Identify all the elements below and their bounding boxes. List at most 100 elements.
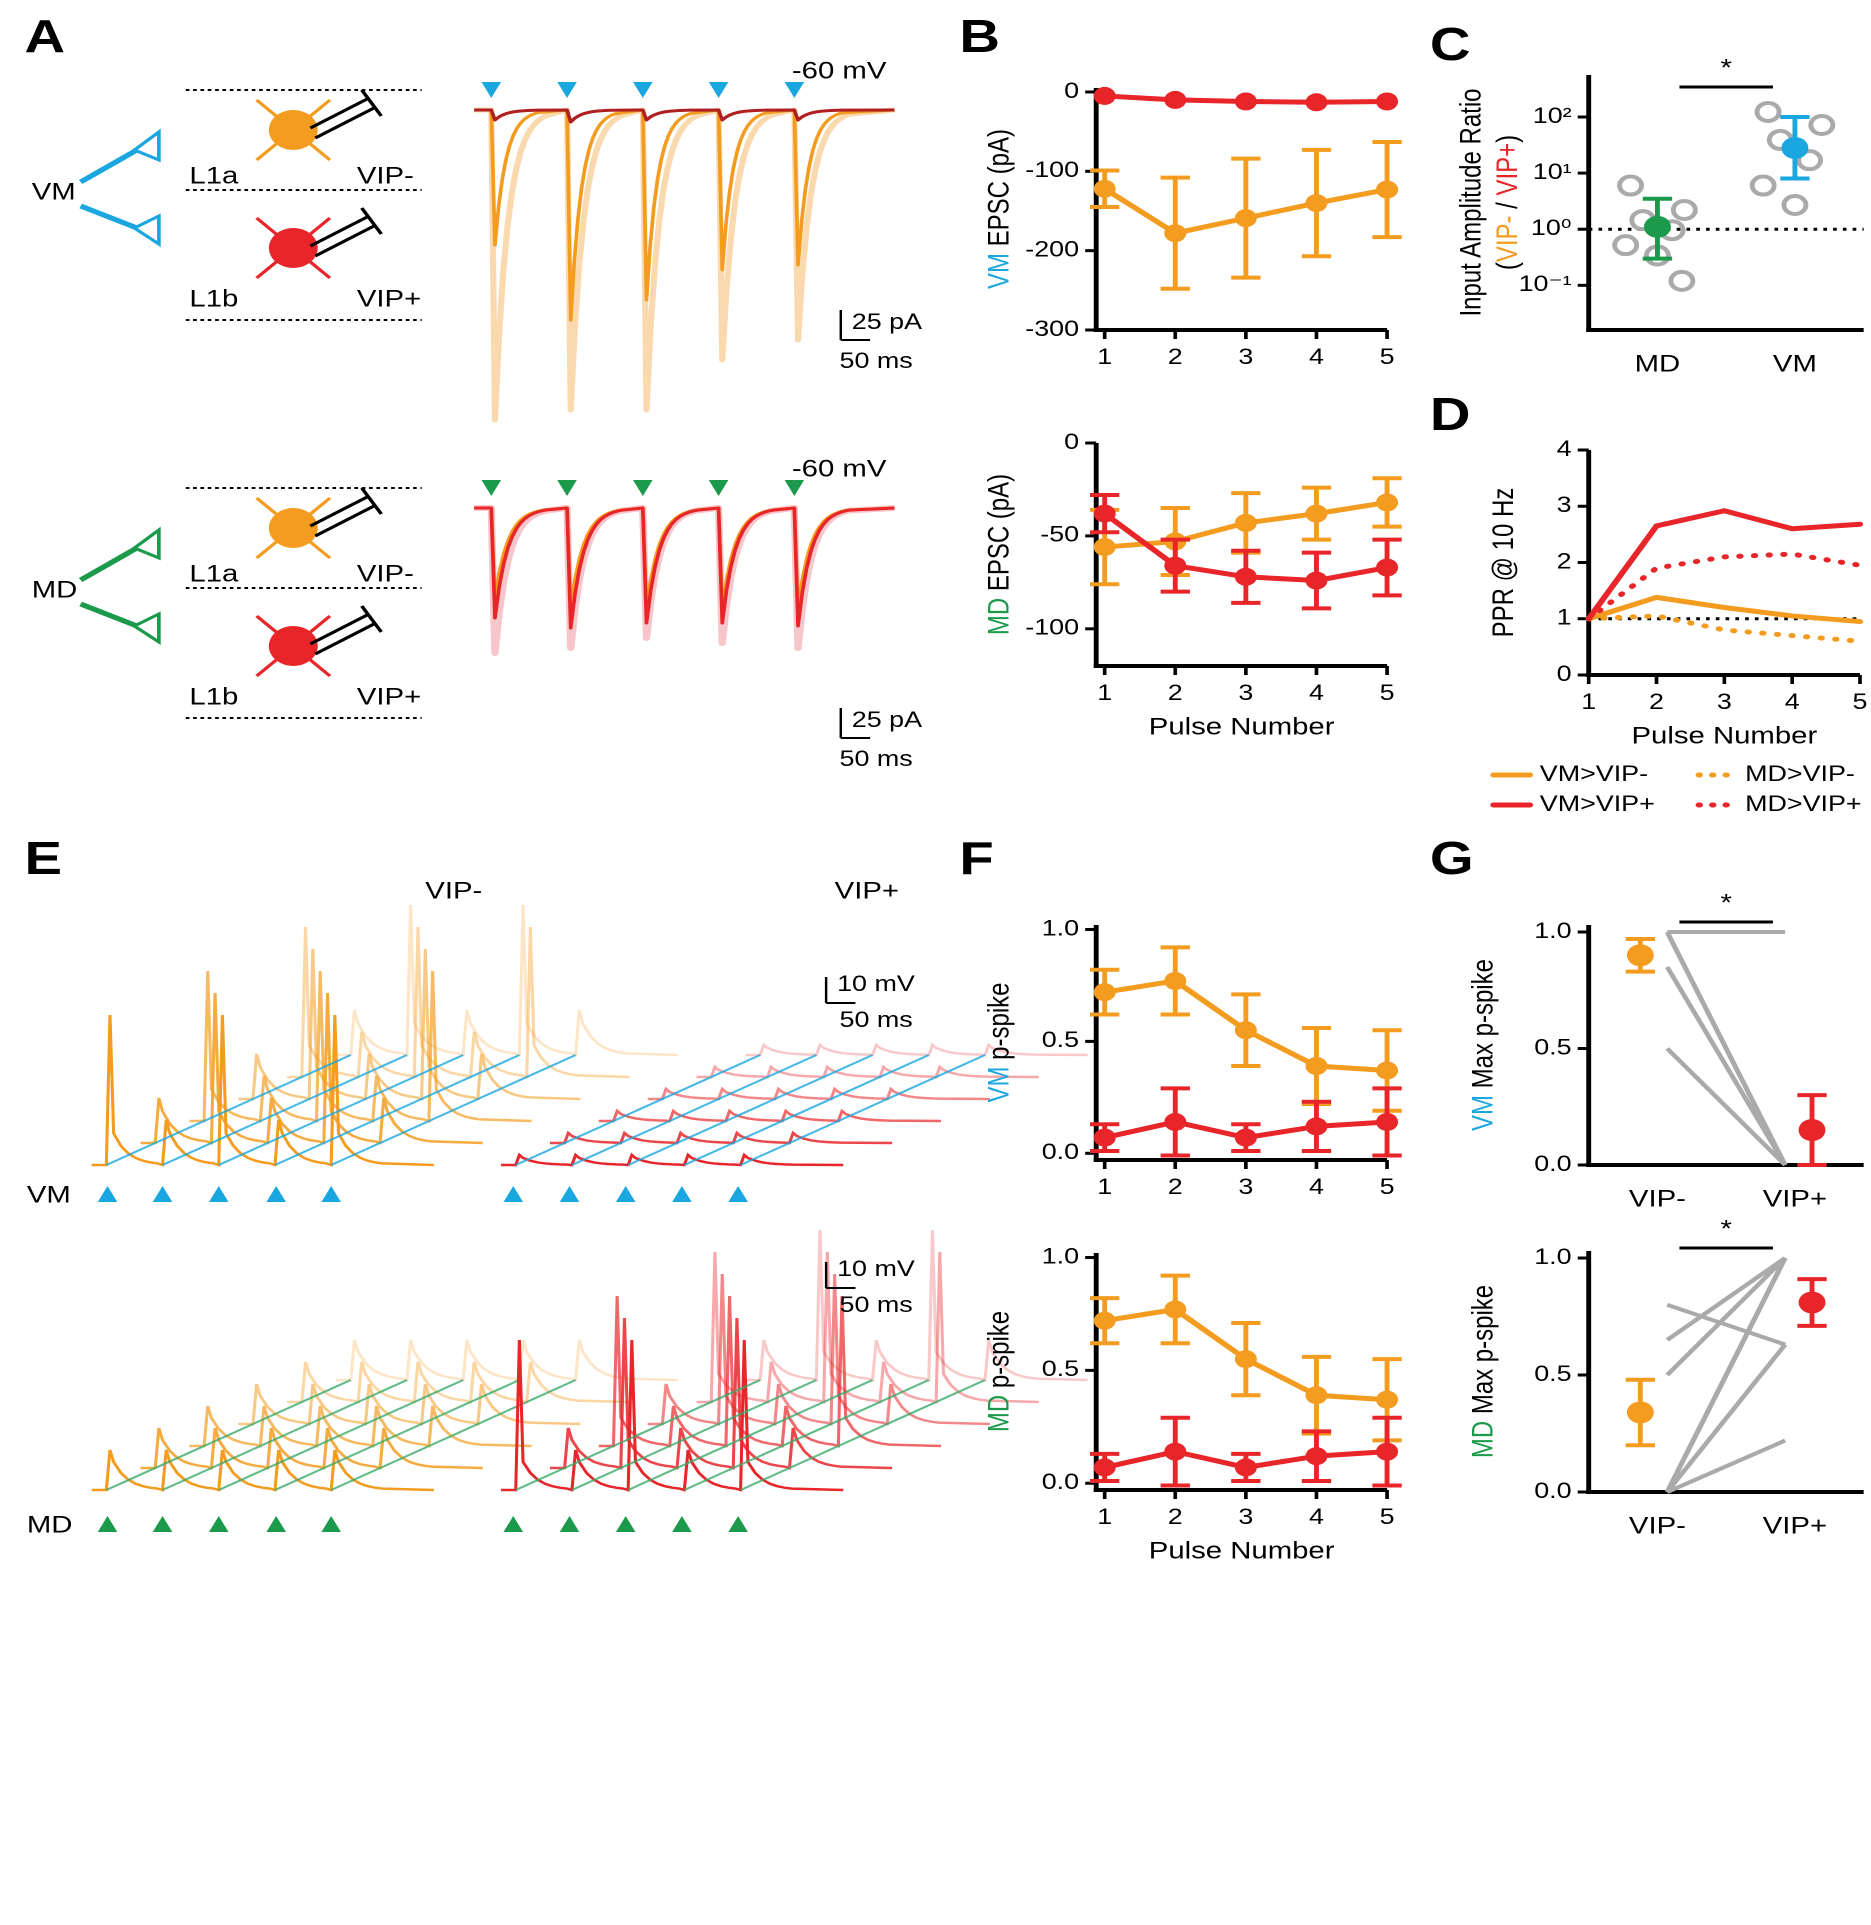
stim-marker — [503, 1516, 524, 1532]
data-point — [1796, 149, 1824, 172]
series-line — [1585, 594, 1864, 625]
y-axis-label-space — [982, 1388, 1015, 1395]
stim-marker — [728, 1516, 748, 1532]
stim-link — [627, 1379, 874, 1491]
electrode — [314, 106, 375, 140]
stim-link — [274, 1379, 520, 1491]
stim-marker — [97, 1516, 118, 1532]
scale-label: 10 mV — [837, 972, 915, 996]
panel-label: A — [24, 11, 65, 62]
stim-link — [105, 1054, 352, 1166]
data-point — [1093, 86, 1116, 105]
x-tick-label: 2 — [1168, 681, 1183, 705]
electrode — [360, 605, 383, 633]
electrode — [314, 224, 375, 258]
y-tick-label: 1.0 — [1042, 916, 1079, 940]
stim-marker — [481, 82, 502, 98]
trace — [238, 948, 581, 1101]
trace — [336, 1339, 679, 1382]
x-axis-label: Pulse Number — [1149, 713, 1335, 740]
x-tick-label: VM — [1773, 350, 1817, 377]
stim-marker — [208, 1516, 229, 1532]
y-axis-label-prefix: MD — [1466, 1421, 1499, 1458]
y-axis-label-space — [982, 246, 1015, 253]
data-point — [1670, 199, 1698, 222]
x-tick-label: 1 — [1097, 1505, 1112, 1529]
y-axis-label-part: ) — [1491, 135, 1524, 143]
data-point — [1164, 1300, 1187, 1319]
stim-link — [161, 1379, 408, 1491]
y-tick-label: 3 — [1557, 493, 1572, 517]
legend-label: MD>VIP+ — [1745, 792, 1861, 816]
column-title: VIP+ — [835, 877, 899, 904]
stim-marker — [728, 1186, 748, 1202]
y-tick-label: -100 — [1025, 616, 1079, 640]
x-tick-label: VIP- — [1629, 1512, 1686, 1539]
data-point — [1376, 493, 1399, 512]
data-point — [1164, 971, 1187, 990]
paired-line — [1664, 931, 1788, 1166]
y-tick-label: -300 — [1025, 317, 1079, 341]
x-tick-label: 3 — [1717, 690, 1732, 714]
x-tick-label: 4 — [1309, 1505, 1324, 1529]
stim-link — [105, 1379, 352, 1491]
significance-label: * — [1720, 1215, 1731, 1242]
data-point — [1234, 1021, 1257, 1040]
x-tick-label: 3 — [1238, 1175, 1253, 1199]
y-tick-label: 1.0 — [1042, 1245, 1079, 1269]
cell-label: VIP- — [357, 162, 414, 189]
data-point — [1093, 1458, 1116, 1477]
x-tick-label: 1 — [1097, 681, 1112, 705]
x-tick-label: 3 — [1238, 681, 1253, 705]
stim-link — [218, 1054, 464, 1166]
x-tick-label: 5 — [1380, 1505, 1395, 1529]
scale-label: 25 pA — [852, 708, 923, 732]
input-label: MD — [27, 1511, 73, 1538]
data-point — [1093, 504, 1116, 523]
y-axis-label-part: / — [1491, 196, 1524, 216]
layer-label: L1a — [189, 162, 238, 189]
x-tick-label: 4 — [1309, 1175, 1324, 1199]
y-axis-label-part: VIP+ — [1491, 143, 1524, 196]
data-point — [1305, 1447, 1328, 1466]
significance-label: * — [1720, 889, 1731, 916]
mean-point — [1798, 1291, 1826, 1314]
stim-link — [218, 1379, 464, 1491]
stim-marker — [708, 82, 729, 98]
stim-marker — [152, 1516, 173, 1532]
y-tick-label: 0 — [1064, 79, 1079, 103]
terminal — [131, 128, 161, 163]
y-axis-label: MD p-spike — [982, 1311, 1015, 1432]
panel-label: F — [959, 833, 993, 884]
data-point — [1376, 92, 1399, 111]
scale-label: 10 mV — [837, 1257, 915, 1281]
y-tick-label: -200 — [1025, 238, 1079, 262]
y-axis-label-text: EPSC (pA) — [982, 129, 1015, 246]
y-axis-label-text: p-spike — [982, 983, 1015, 1060]
y-tick-label: 1.0 — [1534, 919, 1571, 943]
paired-line — [1665, 1256, 1788, 1377]
trace — [474, 506, 895, 610]
data-point — [1808, 113, 1836, 136]
stim-marker — [557, 82, 577, 98]
y-axis-label: (VIP- / VIP+) — [1491, 135, 1524, 270]
stim-marker — [672, 1516, 692, 1532]
trace — [647, 1086, 990, 1101]
cell-label: VIP+ — [357, 683, 421, 710]
stim-marker — [97, 1186, 118, 1202]
stim-marker — [266, 1516, 286, 1532]
stim-marker — [615, 1186, 636, 1202]
significance-label: * — [1720, 54, 1731, 81]
y-tick-label: 1.0 — [1534, 1245, 1571, 1269]
y-tick-label: 0.5 — [1534, 1035, 1571, 1059]
data-point — [1305, 571, 1328, 590]
y-axis-label: PPR @ 10 Hz — [1487, 488, 1520, 638]
x-tick-label: 4 — [1309, 345, 1324, 369]
trace — [598, 1108, 942, 1123]
electrode — [309, 612, 371, 646]
data-point — [1093, 1311, 1116, 1330]
input-label: MD — [32, 576, 78, 603]
soma — [268, 626, 318, 666]
mean-point — [1798, 1119, 1826, 1142]
x-tick-label: 3 — [1238, 345, 1253, 369]
